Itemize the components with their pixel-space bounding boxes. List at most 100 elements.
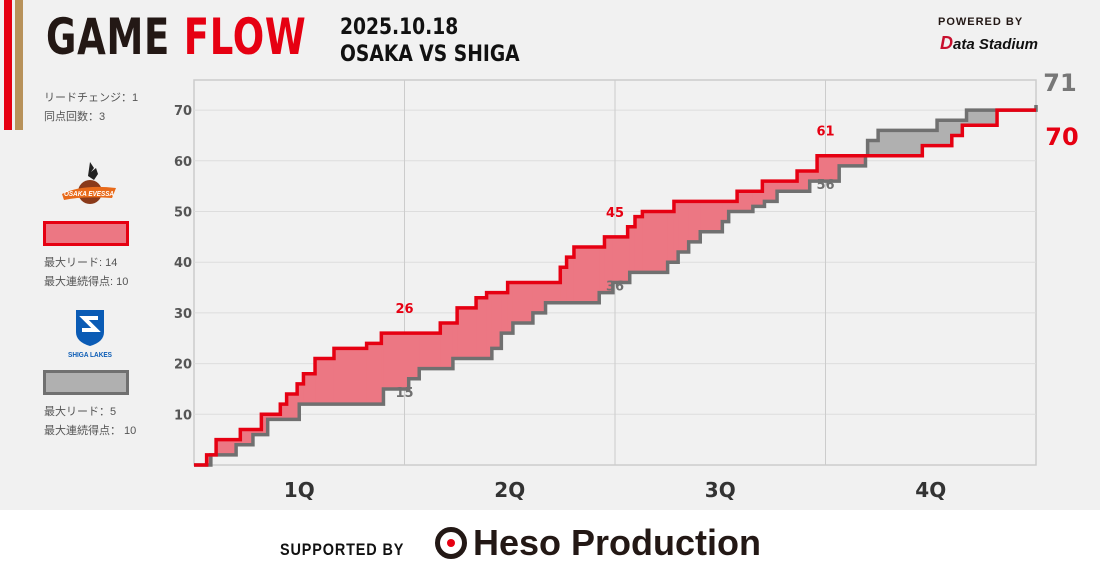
- lead-fill: [240, 429, 254, 445]
- y-tick-label: 10: [174, 408, 192, 423]
- lead-fill: [634, 216, 643, 273]
- lead-fill: [809, 170, 818, 182]
- lead-fill: [599, 246, 605, 293]
- sponsor-name: Heso Production: [473, 522, 762, 563]
- osaka-quarter-score: 61: [816, 125, 834, 140]
- lead-fill: [476, 297, 488, 359]
- lead-fill: [752, 191, 763, 207]
- lead-fill: [762, 181, 765, 207]
- game-matchup: OSAKA VS SHIGA: [340, 42, 520, 67]
- lead-fill: [286, 394, 298, 420]
- quarter-label: 2Q: [494, 478, 525, 502]
- osaka-score-line: [194, 108, 1036, 467]
- lead-fill: [797, 170, 811, 192]
- osaka-legend-swatch: [43, 221, 129, 246]
- lead-fill: [962, 120, 968, 126]
- powered-by-label: POWERED BY: [938, 16, 1024, 28]
- lead-fill: [315, 358, 335, 405]
- y-tick-label: 70: [174, 104, 192, 119]
- shiga-quarter-score: 36: [606, 279, 624, 294]
- lead-fill: [764, 181, 778, 202]
- lead-changes: リードチェンジ：1: [44, 92, 139, 104]
- osaka-max-lead: 最大リード: 14: [44, 257, 118, 269]
- quarter-label: 4Q: [915, 478, 946, 502]
- lead-fill: [667, 211, 675, 263]
- lead-fill: [673, 201, 679, 263]
- game-flow-chart: 10 20 30 40 50 60 70 1Q 2Q 3Q 4Q 26 15 45 36 61 56 71 70: [174, 69, 1079, 502]
- osaka-evessa-logo: OSAKA EVESSA: [62, 162, 116, 204]
- lead-fill: [383, 333, 410, 389]
- logo-d: D: [940, 33, 953, 53]
- lead-fill: [678, 201, 690, 253]
- y-tick-label: 60: [174, 155, 192, 170]
- lead-fill: [491, 292, 502, 349]
- lead-fill: [700, 201, 723, 232]
- shiga-stats: 最大リード：5 最大連続得点： 10: [44, 403, 136, 441]
- lead-fill: [627, 226, 631, 283]
- y-tick-label: 40: [174, 256, 192, 271]
- lead-fill: [604, 236, 614, 293]
- shiga-lakes-logo: SHIGA LAKES: [68, 310, 112, 359]
- shiga-max-lead: 最大リード：5: [44, 406, 117, 418]
- lead-fill: [280, 404, 288, 420]
- lead-fill: [966, 110, 998, 126]
- accent-bar-red: [4, 0, 12, 130]
- ties-count: 同点回数：3: [44, 111, 106, 123]
- osaka-team-name: OSAKA EVESSA: [64, 191, 114, 198]
- lead-fill: [545, 282, 561, 303]
- lead-fill: [501, 292, 509, 334]
- logo-text: ata Stadium: [953, 36, 1039, 53]
- lead-fill: [267, 414, 281, 420]
- lead-fill: [937, 120, 953, 146]
- lead-fill: [457, 307, 477, 359]
- osaka-stats: 最大リード: 14 最大連続得点: 10: [44, 254, 128, 292]
- lead-fill: [867, 140, 879, 156]
- lead-fill: [922, 130, 938, 146]
- game-date: 2025.10.18: [340, 15, 459, 40]
- lead-fill: [261, 414, 269, 435]
- lead-fill: [440, 323, 454, 369]
- lead-fill: [560, 267, 568, 303]
- y-tick-label: 50: [174, 206, 192, 221]
- lead-fill: [366, 343, 382, 405]
- supported-by-label: SUPPORTED BY: [280, 540, 405, 559]
- lead-fill: [839, 155, 866, 166]
- lead-fill: [252, 429, 262, 435]
- lead-fill: [452, 323, 458, 359]
- lead-fill: [486, 292, 493, 359]
- lead-fill: [381, 333, 384, 405]
- lead-fill: [532, 282, 547, 313]
- lead-fill: [573, 246, 600, 303]
- lead-fill: [951, 120, 963, 136]
- lead-fill: [507, 282, 514, 334]
- shiga-max-run: 最大連続得点： 10: [44, 425, 137, 437]
- lead-fill: [297, 383, 300, 420]
- lead-fill: [333, 348, 368, 405]
- title-flow: FLOW: [183, 8, 307, 66]
- sponsor-logo: Heso Production: [435, 522, 761, 564]
- lead-fill: [512, 282, 534, 324]
- y-tick-label: 30: [174, 307, 192, 322]
- shiga-team-name: SHIGA LAKES: [68, 352, 112, 359]
- osaka-max-run: 最大連続得点: 10: [44, 276, 129, 288]
- shiga-final-score: 71: [1043, 69, 1076, 97]
- heso-icon: [435, 527, 467, 559]
- shiga-score-line: [194, 105, 1038, 467]
- lead-fill: [299, 383, 304, 405]
- game-stats: リードチェンジ：1 同点回数：3: [44, 89, 138, 127]
- lead-fill: [688, 201, 701, 242]
- game-info: 2025.10.18 OSAKA VS SHIGA: [340, 14, 520, 68]
- y-tick-label: 20: [174, 358, 192, 373]
- osaka-quarter-score: 45: [606, 206, 624, 221]
- osaka-quarter-score: 26: [395, 302, 413, 317]
- title-game: GAME: [46, 8, 171, 66]
- lead-fill: [817, 155, 840, 182]
- lead-fill: [206, 454, 212, 465]
- shiga-legend-swatch: [43, 370, 129, 395]
- accent-bar-gold: [15, 0, 23, 130]
- lead-fill: [566, 257, 575, 303]
- quarter-label: 3Q: [705, 478, 736, 502]
- lead-fill: [216, 439, 237, 455]
- lead-fill: [236, 439, 241, 445]
- lead-fill: [878, 130, 923, 156]
